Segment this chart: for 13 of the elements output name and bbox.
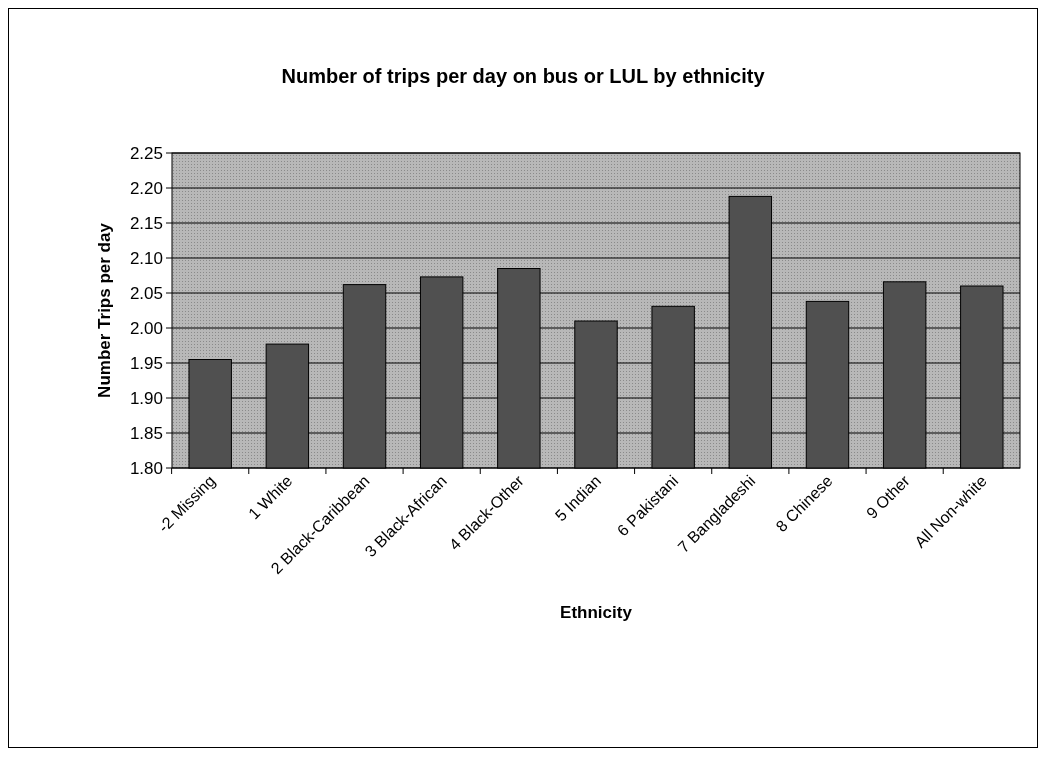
x-axis-title: Ethnicity (560, 603, 633, 622)
y-tick-label: 2.25 (129, 143, 163, 163)
y-tick-label: 1.95 (129, 353, 163, 373)
y-tick-label: 1.80 (129, 458, 163, 478)
y-tick-label: 1.85 (129, 423, 163, 443)
y-tick-label: 2.00 (129, 318, 163, 338)
y-axis-title: Number Trips per day (95, 222, 114, 398)
y-tick-label: 2.20 (129, 178, 163, 198)
y-tick-label: 2.15 (129, 213, 163, 233)
y-tick-label: 2.10 (129, 248, 163, 268)
y-tick-label: 2.05 (129, 283, 163, 303)
y-tick-label: 1.90 (129, 388, 163, 408)
chart-title: Number of trips per day on bus or LUL by ethnicity (281, 65, 766, 87)
